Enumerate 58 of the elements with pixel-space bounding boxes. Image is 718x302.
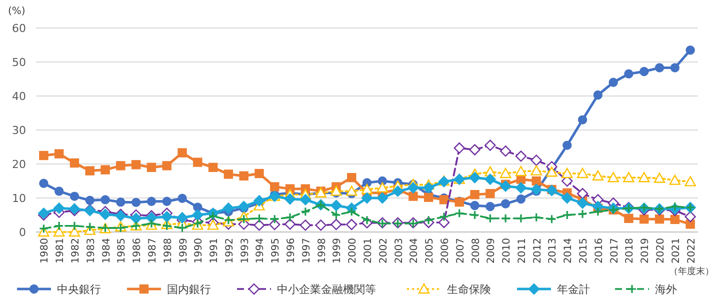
- x-tick-label: 2005: [424, 238, 436, 264]
- x-tick-label: 2006: [440, 238, 451, 264]
- x-tick-label: 1981: [55, 238, 66, 264]
- x-tick-label: 1998: [316, 238, 328, 264]
- y-tick-label: 10: [12, 192, 26, 205]
- x-tick-label: 1982: [70, 238, 82, 264]
- y-tick-label: 50: [12, 56, 26, 69]
- x-tick-label: 1992: [224, 238, 236, 264]
- x-tick-label: 2011: [516, 238, 528, 264]
- y-axis-title: (%): [8, 6, 26, 17]
- y-tick-label: 30: [12, 124, 26, 137]
- x-tick-label: 1988: [162, 238, 174, 264]
- x-tick-label: 2001: [363, 238, 374, 264]
- y-tick-label: 40: [12, 90, 26, 103]
- x-tick-label: 2018: [624, 238, 636, 264]
- x-tick-label: 1990: [194, 238, 205, 264]
- y-tick-label: 0: [19, 226, 26, 239]
- x-tick-label: 1995: [270, 238, 282, 264]
- x-tick-label: 1991: [209, 238, 220, 264]
- x-tick-label: 1987: [147, 238, 158, 264]
- x-tick-label: 2007: [455, 238, 466, 264]
- x-tick-label: 2000: [348, 238, 359, 264]
- x-tick-label: 2015: [578, 238, 590, 264]
- x-tick-label: 1996: [286, 238, 298, 264]
- x-axis-title: （年度末）: [669, 266, 714, 277]
- x-tick-label: 2022: [686, 238, 698, 264]
- x-tick-label: 1989: [178, 238, 190, 264]
- x-tick-label: 2004: [409, 238, 420, 264]
- y-tick-label: 20: [12, 158, 26, 171]
- x-tick-label: 2003: [394, 238, 405, 264]
- x-tick-label: 2021: [670, 238, 682, 264]
- x-tick-label: 1985: [116, 238, 128, 264]
- x-tick-label: 1983: [86, 238, 97, 264]
- y-tick-label: 60: [12, 22, 26, 35]
- x-tick-label: 2010: [502, 238, 513, 264]
- legend-label: 中小企業金融機関等: [277, 283, 376, 296]
- legend-label: 年金計: [557, 283, 590, 296]
- x-tick-label: 2016: [594, 238, 605, 264]
- legend-label: 中央銀行: [57, 283, 101, 296]
- x-tick-label: 2012: [532, 238, 544, 264]
- x-tick-label: 2020: [656, 238, 667, 264]
- x-tick-label: 1986: [132, 238, 144, 264]
- x-tick-label: 1984: [101, 238, 112, 264]
- x-tick-label: 1993: [240, 238, 251, 264]
- x-tick-label: 2009: [486, 238, 498, 264]
- x-tick-label: 1994: [255, 238, 266, 264]
- x-tick-label: 1980: [40, 238, 51, 264]
- legend-label: 生命保険: [447, 283, 491, 296]
- x-tick-label: 2019: [640, 238, 652, 264]
- x-tick-label: 2008: [470, 238, 482, 264]
- x-tick-label: 2014: [563, 238, 574, 264]
- legend-label: 海外: [655, 283, 677, 296]
- x-tick-label: 1999: [332, 238, 344, 264]
- x-tick-label: 2002: [378, 238, 390, 264]
- x-tick-label: 2013: [548, 238, 559, 264]
- x-tick-label: 1997: [301, 238, 312, 264]
- x-tick-label: 2017: [609, 238, 620, 264]
- legend-label: 国内銀行: [167, 283, 211, 296]
